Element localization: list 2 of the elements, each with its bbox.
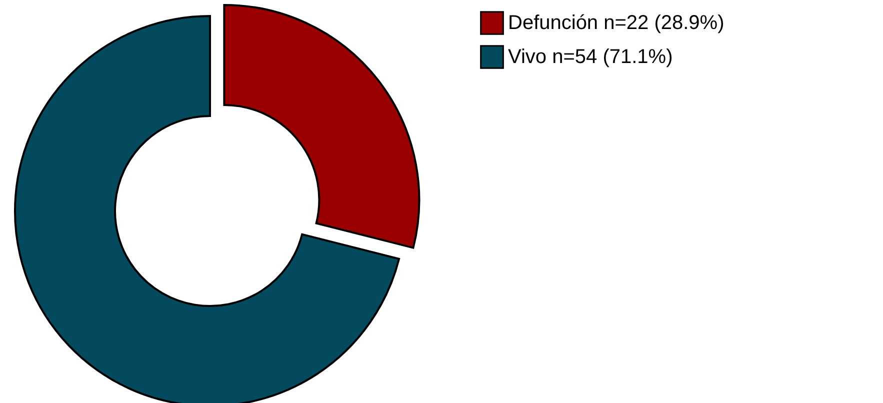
legend-label: Defunción n=22 (28.9%): [508, 12, 724, 34]
legend-label: Vivo n=54 (71.1%): [508, 46, 673, 68]
